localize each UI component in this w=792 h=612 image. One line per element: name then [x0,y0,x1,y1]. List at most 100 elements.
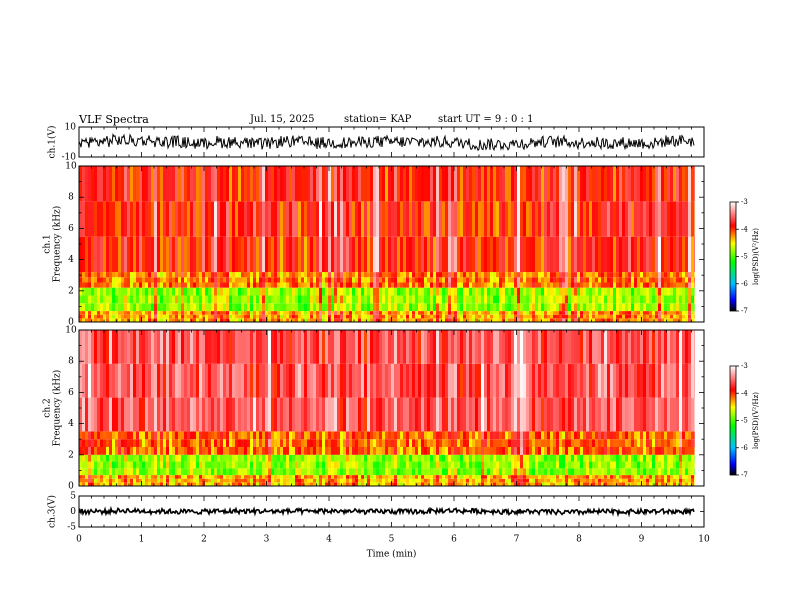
spectrogram-ch2-cell [577,431,580,440]
spectrogram-ch1-cell [439,282,442,288]
spectrogram-ch2-cell [340,431,343,440]
spectrogram-ch2-cell [172,363,175,398]
spectrogram-ch1-cell [304,314,307,319]
spectrogram-ch2-cell [589,454,592,462]
spectrogram-ch2-cell [472,478,475,483]
spectrogram-ch2-cell [670,363,673,398]
spectrogram-ch2-cell [139,330,142,364]
spectrogram-ch2-cell [157,468,160,476]
spectrogram-ch2-cell [217,475,220,479]
spectrogram-ch2-cell [382,461,385,469]
spectrogram-ch1-cell [418,236,421,273]
spectrogram-ch2-cell [313,468,316,476]
spectrogram-ch1-cell [442,314,445,319]
spectrogram-ch1-cell [469,166,472,202]
spectrogram-ch1-cell [190,311,193,315]
spectrogram-ch1-cell [424,277,427,283]
spectrogram-ch1-cell [466,201,469,237]
spectrogram-ch2-cell [583,397,586,432]
spectrogram-ch2-cell [451,447,454,455]
spectrogram-ch1-cell [271,295,274,304]
spectrogram-ch1-cell [505,287,508,296]
spectrogram-ch1-cell [205,318,208,322]
spectrogram-ch2-cell [328,431,331,440]
spectrogram-ch1-cell [595,311,598,315]
spectrogram-ch2-cell [133,478,136,483]
spectrogram-ch2-cell [592,397,595,432]
spectrogram-ch2-cell [139,397,142,432]
spectrogram-ch2-cell [226,461,229,469]
spectrogram-ch1-cell [514,318,517,322]
spectrogram-ch1-cell [655,318,658,322]
spectrogram-ch2-cell [382,330,385,364]
spectrogram-ch1-cell [208,166,211,202]
spectrogram-ch1-cell [355,303,358,312]
spectrogram-ch2-cell [421,431,424,440]
spectrogram-ch1-cell [421,295,424,304]
spectrogram-ch2-cell [313,447,316,455]
spectrogram-ch1-cell [610,318,613,322]
spectrogram-ch2-cell [397,397,400,432]
spectrogram-ch1-cell [343,277,346,283]
spectrogram-ch2-cell [562,475,565,479]
spectrogram-ch2-cell [100,461,103,469]
spectrogram-ch2-cell [184,482,187,486]
spectrogram-ch2-cell [463,454,466,462]
spectrogram-ch2-cell [559,431,562,440]
spectrogram-ch1-cell [226,287,229,296]
spectrogram-ch2-cell [355,468,358,476]
spectrogram-ch1-cell [688,295,691,304]
spectrogram-ch1-cell [481,287,484,296]
spectrogram-ch2-cell [658,447,661,455]
spectrogram-ch2-cell [445,478,448,483]
spectrogram-ch2-cell [409,447,412,455]
spectrogram-ch2-cell [100,475,103,479]
spectrogram-ch1-cell [175,314,178,319]
spectrogram-ch1-cell [484,303,487,312]
spectrogram-ch2-cell [247,478,250,483]
spectrogram-ch1-cell [187,303,190,312]
spectrogram-ch2-cell [157,447,160,455]
spectrogram-ch1-cell [139,287,142,296]
spectrogram-ch2-cell [631,397,634,432]
spectrogram-ch1-cell [367,166,370,202]
spectrogram-ch1-cell [634,277,637,283]
spectrogram-ch2-cell [643,330,646,364]
spectrogram-ch2-cell [601,330,604,364]
spectrogram-ch1-cell [238,277,241,283]
spectrogram-ch1-cell [379,295,382,304]
spectrogram-ch1-cell [283,272,286,278]
spectrogram-ch2-cell [343,447,346,455]
spectrogram-ch2-cell [91,475,94,479]
spectrogram-ch1-cell [496,201,499,237]
spectrogram-ch1-cell [508,318,511,322]
spectrogram-ch2-cell [523,468,526,476]
spectrogram-ch2-cell [202,330,205,364]
spectrogram-ch2-cell [439,454,442,462]
spectrogram-ch1-cell [319,166,322,202]
spectrogram-ch2-cell [133,431,136,440]
spectrogram-ch2-cell [328,454,331,462]
spectrogram-ch2-cell [469,431,472,440]
spectrogram-ch2-cell [106,397,109,432]
spectrogram-ch1-cell [532,236,535,273]
spectrogram-ch1-cell [643,277,646,283]
spectrogram-ch2-cell [619,461,622,469]
spectrogram-ch2-cell [424,330,427,364]
spectrogram-ch2-cell [577,447,580,455]
spectrogram-ch1-cell [679,287,682,296]
spectrogram-ch2-cell [673,475,676,479]
spectrogram-ch2-cell [388,363,391,398]
spectrogram-ch1-cell [232,287,235,296]
spectrogram-ch1-cell [295,277,298,283]
spectrogram-ch1-cell [589,166,592,202]
spectrogram-ch2-cell [487,475,490,479]
spectrogram-ch1-cell [166,318,169,322]
spectrogram-ch2-cell [151,454,154,462]
spectrogram-ch1-cell [277,282,280,288]
spectrogram-ch2-cell [454,482,457,486]
spectrogram-ch1-cell [364,295,367,304]
spectrogram-ch1-cell [289,311,292,315]
spectrogram-ch1-cell [616,295,619,304]
spectrogram-ch1-cell [502,287,505,296]
